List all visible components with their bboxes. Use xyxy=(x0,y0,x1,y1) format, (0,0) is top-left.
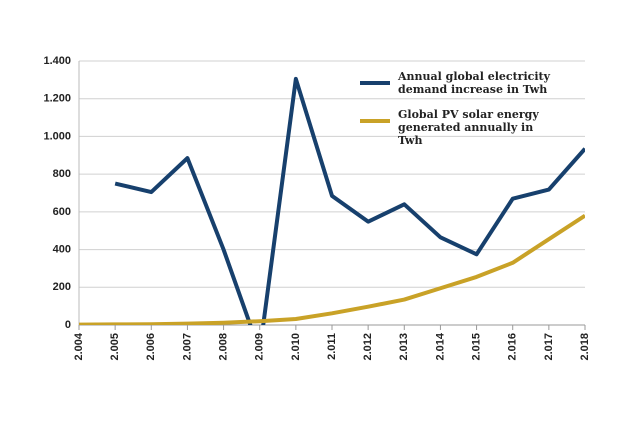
x-tick-label: 2.018 xyxy=(579,333,591,361)
y-tick-label: 200 xyxy=(53,281,71,293)
x-tick-label: 2.013 xyxy=(398,333,410,361)
x-tick-label: 2.007 xyxy=(181,333,193,361)
y-tick-label: 1.200 xyxy=(43,93,71,105)
x-tick-label: 2.012 xyxy=(362,333,374,361)
legend-item: Global PV solar energy generated annuall… xyxy=(360,108,560,147)
x-tick-label: 2.004 xyxy=(73,332,85,360)
x-tick-label: 2.009 xyxy=(254,333,266,361)
y-tick-label: 800 xyxy=(53,168,71,180)
x-tick-label: 2.011 xyxy=(326,333,338,360)
data-line xyxy=(114,76,585,325)
x-tick-label: 2.005 xyxy=(109,333,121,361)
x-tick-label: 2.010 xyxy=(290,333,302,361)
legend-swatch xyxy=(360,81,390,85)
y-tick-label: 0 xyxy=(65,319,71,331)
x-tick-label: 2.016 xyxy=(507,333,519,361)
legend-label: Global PV solar energy generated annuall… xyxy=(398,108,539,147)
plot-area xyxy=(79,76,585,325)
legend-label: Annual global electricity demand increas… xyxy=(398,70,550,96)
x-tick-label: 2.006 xyxy=(145,333,157,361)
y-tick-label: 400 xyxy=(53,243,71,255)
x-tick-label: 2.014 xyxy=(434,332,446,360)
y-tick-label: 600 xyxy=(53,206,71,218)
y-tick-label: 1.000 xyxy=(43,130,71,142)
y-tick-label: 1.400 xyxy=(43,55,71,67)
legend-swatch xyxy=(360,119,390,123)
x-tick-label: 2.015 xyxy=(470,333,482,361)
x-tick-label: 2.017 xyxy=(543,333,555,361)
legend-item: Annual global electricity demand increas… xyxy=(360,70,560,96)
x-tick-label: 2.008 xyxy=(217,333,229,361)
legend: Annual global electricity demand increas… xyxy=(360,70,560,159)
data-line xyxy=(79,213,585,325)
